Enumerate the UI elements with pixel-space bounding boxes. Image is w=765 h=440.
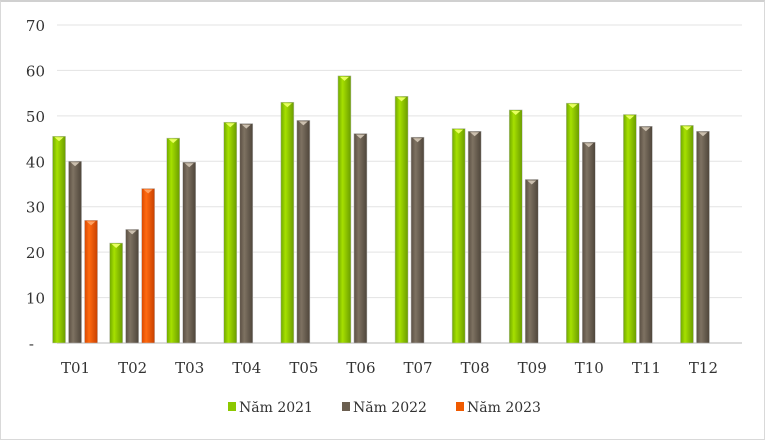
y-tick-label: 60 [26,62,45,80]
bar-cap [413,138,423,143]
y-tick-label: 10 [26,290,45,308]
bar-cap [397,97,407,102]
x-tick-label: T03 [175,359,204,377]
bar-năm-2022 [582,141,596,344]
y-tick-label: 50 [26,108,45,126]
x-tick-label: T12 [689,359,718,377]
bar-cap [682,126,692,131]
bar-cap [127,230,137,235]
bar-năm-2021 [109,242,123,344]
bar-cap [641,127,651,132]
bar-năm-2022 [467,131,482,344]
x-tick-label: T01 [61,359,90,377]
bar-năm-2022 [182,161,196,344]
x-tick-label: T06 [346,359,375,377]
bar-năm-2023 [141,188,155,344]
legend-swatch [456,402,464,411]
bar-năm-2021 [566,102,580,344]
bar-cap [241,124,251,129]
bar-cap [527,180,537,185]
legend-swatch [342,402,350,411]
bar-cap [168,139,178,144]
y-tick-label: 20 [26,244,45,262]
legend-label: Năm 2022 [353,400,427,416]
bar-cap [568,104,578,109]
bar-năm-2021 [337,75,352,344]
bar-năm-2022 [353,133,368,344]
bar-cap [143,189,153,194]
x-tick-label: T04 [232,359,261,377]
bar-năm-2022 [524,179,539,344]
bar-năm-2021 [623,114,637,344]
bar-cap [70,162,80,167]
x-tick-label: T02 [118,359,147,377]
bar-năm-2021 [451,128,466,344]
bar-năm-2021 [52,136,66,344]
bar-năm-2021 [166,137,180,344]
y-tick-label: 70 [26,17,45,35]
bar-năm-2022 [239,123,254,344]
bar-năm-2021 [394,96,409,344]
bar-cap [625,115,635,120]
bar-cap [111,244,121,249]
y-tick-label: 30 [26,199,45,217]
x-tick-label: T09 [518,359,547,377]
y-tick-label: - [29,335,34,353]
bar-cap [225,123,235,128]
bar-cap [282,103,292,108]
x-tick-label: T08 [461,359,490,377]
legend-swatch [228,402,236,411]
bar-năm-2022 [696,131,710,344]
y-tick-label: 40 [26,153,45,171]
bar-năm-2021 [680,125,694,344]
bar-năm-2021 [508,109,523,344]
bar-cap [54,137,64,142]
legend-label: Năm 2023 [467,400,541,416]
bar-cap [184,163,194,168]
bar-năm-2022 [410,136,425,344]
bar-cap [511,110,521,115]
bar-năm-2022 [125,229,139,344]
bar-năm-2021 [223,121,238,344]
x-tick-label: T10 [575,359,604,377]
bar-cap [298,121,308,126]
bar-cap [355,134,365,139]
bar-cap [584,143,594,148]
bar-năm-2022 [639,126,653,344]
bar-cap [454,129,464,134]
bar-năm-2022 [68,161,82,344]
x-tick-label: T07 [403,359,432,377]
bar-năm-2021 [280,101,295,344]
bar-cap [470,132,480,137]
bar-năm-2022 [296,120,311,344]
bar-năm-2023 [84,220,98,344]
x-tick-label: T11 [632,359,661,377]
x-tick-label: T05 [289,359,318,377]
bar-cap [339,76,349,81]
legend-label: Năm 2021 [239,400,313,416]
bar-cap [86,221,96,226]
bar-cap [698,132,708,137]
